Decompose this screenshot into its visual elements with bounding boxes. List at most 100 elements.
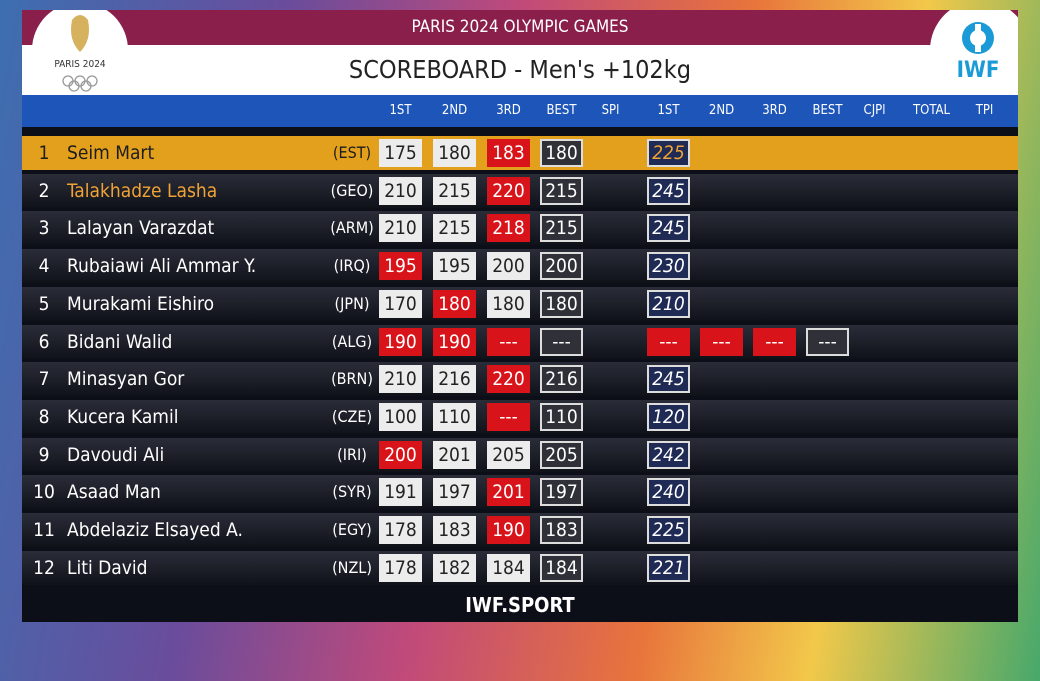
snatch-attempt: 183 [487,139,530,167]
jerk-attempt: 225 [647,516,690,544]
nation: (JPN) [334,293,370,313]
rank: 6 [38,330,50,353]
snatch-attempt: 220 [487,176,530,205]
nation: (EGY) [332,520,372,539]
snatch-attempt: 195 [433,252,476,281]
snatch-best: 200 [540,252,583,281]
column-label: 3RD [762,103,787,118]
snatch-attempt: 183 [433,516,476,544]
rank: 10 [33,481,55,504]
snatch-attempt: 190 [487,516,530,544]
athlete-name: Lalayan Varazdat [67,217,215,240]
jerk-attempt: 245 [647,365,690,394]
column-label: BEST [812,103,843,118]
snatch-attempt: 205 [487,440,530,469]
snatch-best: 110 [540,402,583,431]
column-label: TOTAL [913,103,950,118]
athlete-row: 12 Liti David (NZL) 178 182 184 184 221 [22,550,1018,585]
column-label: TPl [975,103,994,118]
snatch-attempt: 210 [379,214,422,243]
logo-text: PARIS 2024 [54,59,106,70]
athlete-row: 11 Abdelaziz Elsayed A. (EGY) 178 183 190 183 2… [22,513,1018,547]
rank: 1 [38,142,50,164]
jerk-attempt: 230 [647,252,690,281]
footer: IWF.SPORT [465,593,575,617]
nation: (SYR) [332,482,372,502]
snatch-attempt: 210 [379,365,422,394]
athlete-row: 4 Rubaiawi Ali Ammar Y. (IRQ) 195 195 200 200 2… [22,249,1018,284]
column-header: 1ST 2ND 3RD BEST SPl 1ST 2ND 3RD BEST CJPl TOTAL TP… [22,95,1018,127]
iwf-logo: IWF [930,10,1018,95]
snatch-attempt: 201 [433,440,476,469]
nation: (EST) [332,143,372,162]
snatch-attempt: 180 [487,289,530,318]
snatch-attempt: 110 [433,402,476,431]
athlete-row: 3 Lalayan Varazdat (ARM) 210 215 218 215 245 [22,211,1018,246]
athlete-name: Kucera Kamil [67,405,179,428]
snatch-best: 180 [540,139,583,167]
nation: (CZE) [331,406,373,426]
snatch-attempt: 215 [433,214,476,243]
jerk-attempt: --- [753,327,796,356]
snatch-attempt: --- [487,327,530,356]
event-title: PARIS 2024 OLYMPIC GAMES [22,10,1018,45]
jerk-best: --- [806,327,849,356]
column-label: 3RD [496,103,521,118]
paris-logo: PARIS 2024 [32,10,128,95]
jerk-attempt: 221 [647,553,690,582]
snatch-attempt: 178 [379,516,422,544]
athlete-name: Seim Mart [67,142,155,164]
snatch-best: 205 [540,440,583,469]
snatch-attempt: 220 [487,365,530,394]
jerk-attempt: 245 [647,214,690,243]
nation: (NZL) [332,557,372,577]
rank: 2 [38,179,50,202]
snatch-attempt: 215 [433,176,476,205]
snatch-attempt: 210 [379,176,422,205]
rank: 4 [38,255,50,278]
athlete-row: 1 Seim Mart (EST) 175 180 183 180 225 [22,136,1018,170]
athlete-row: 9 Davoudi Ali (IRI) 200 201 205 205 242 [22,437,1018,472]
snatch-attempt: 191 [379,478,422,507]
nation: (GEO) [330,180,374,200]
athlete-name: Bidani Walid [67,330,173,353]
snatch-attempt: 100 [379,402,422,431]
rank: 11 [33,519,55,541]
athlete-row: 2 Talakhadze Lasha (GEO) 210 215 220 215 245 [22,173,1018,208]
athlete-name: Asaad Man [67,481,161,504]
rank: 3 [38,217,50,240]
snatch-best: 183 [540,516,583,544]
athlete-row: 6 Bidani Walid (ALG) 190 190 --- --- --- --- --- -… [22,324,1018,359]
athlete-name: Minasyan Gor [67,368,185,391]
snatch-best: 215 [540,176,583,205]
column-label: 2ND [441,103,468,118]
athlete-name: Rubaiawi Ali Ammar Y. [67,255,257,278]
athlete-name: Abdelaziz Elsayed A. [67,519,243,541]
snatch-attempt: 216 [433,365,476,394]
jerk-attempt: --- [647,327,690,356]
snatch-attempt: 175 [379,139,422,167]
snatch-best: 184 [540,553,583,582]
snatch-best: 180 [540,289,583,318]
rank: 12 [33,556,55,579]
jerk-attempt: --- [700,327,743,356]
snatch-attempt: 195 [379,252,422,281]
snatch-attempt: 182 [433,553,476,582]
rank: 9 [38,443,50,466]
snatch-best: 197 [540,478,583,507]
snatch-best: 216 [540,365,583,394]
nation: (IRQ) [333,256,371,276]
snatch-attempt: --- [487,402,530,431]
nation: (BRN) [331,369,373,389]
logo-text: IWF [957,58,1000,83]
snatch-attempt: 218 [487,214,530,243]
athlete-name: Murakami Eishiro [67,292,215,315]
jerk-attempt: 245 [647,176,690,205]
snatch-attempt: 197 [433,478,476,507]
snatch-best: 215 [540,214,583,243]
snatch-attempt: 190 [379,327,422,356]
rank: 8 [38,405,50,428]
column-label: 1ST [389,103,412,118]
rank: 7 [38,368,50,391]
snatch-attempt: 190 [433,327,476,356]
